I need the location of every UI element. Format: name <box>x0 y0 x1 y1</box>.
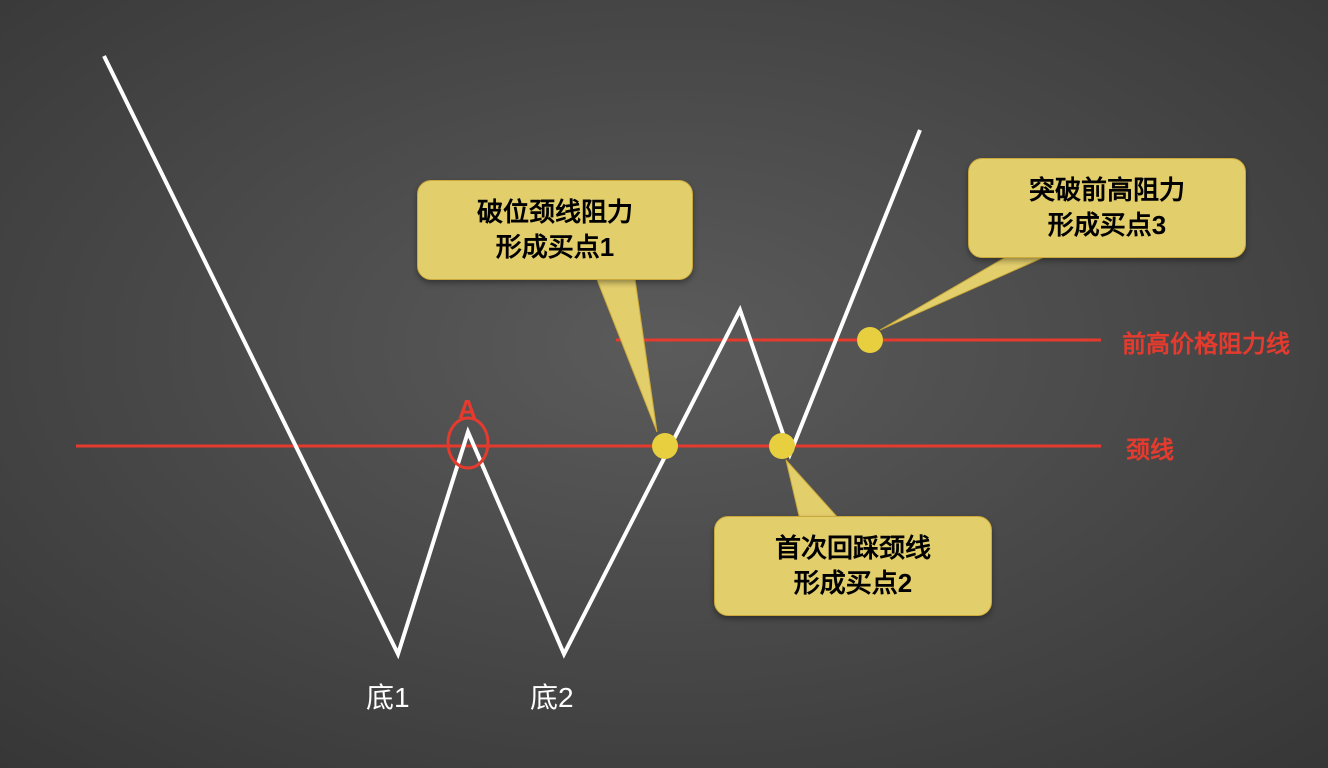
callout-2-line1: 首次回踩颈线 <box>775 533 931 563</box>
diagram-stage: 颈线 前高价格阻力线 底1 底2 A 破位颈线阻力 形成买点1 首次回踩颈线 形… <box>0 0 1328 768</box>
callout-1-line2: 形成买点1 <box>496 232 614 262</box>
buy-point-2-marker <box>769 433 795 459</box>
bottom-1-label: 底1 <box>366 676 410 716</box>
callout-buy-3: 突破前高阻力 形成买点3 <box>968 158 1246 258</box>
callout-3-line1: 突破前高阻力 <box>1029 175 1185 205</box>
callout-buy-2: 首次回踩颈线 形成买点2 <box>714 516 992 616</box>
bottom-2-label: 底2 <box>530 676 574 716</box>
neckline-label: 颈线 <box>1126 430 1174 465</box>
callout-buy-1: 破位颈线阻力 形成买点1 <box>417 180 693 280</box>
point-a-label: A <box>458 394 477 425</box>
buy-point-3-marker <box>857 327 883 353</box>
callout-2-line2: 形成买点2 <box>794 568 912 598</box>
diagram-svg <box>0 0 1328 768</box>
callout-3-line2: 形成买点3 <box>1048 210 1166 240</box>
background-rect <box>0 0 1328 768</box>
prev-high-label: 前高价格阻力线 <box>1122 324 1290 359</box>
buy-point-1-marker <box>652 433 678 459</box>
callout-1-line1: 破位颈线阻力 <box>477 197 633 227</box>
